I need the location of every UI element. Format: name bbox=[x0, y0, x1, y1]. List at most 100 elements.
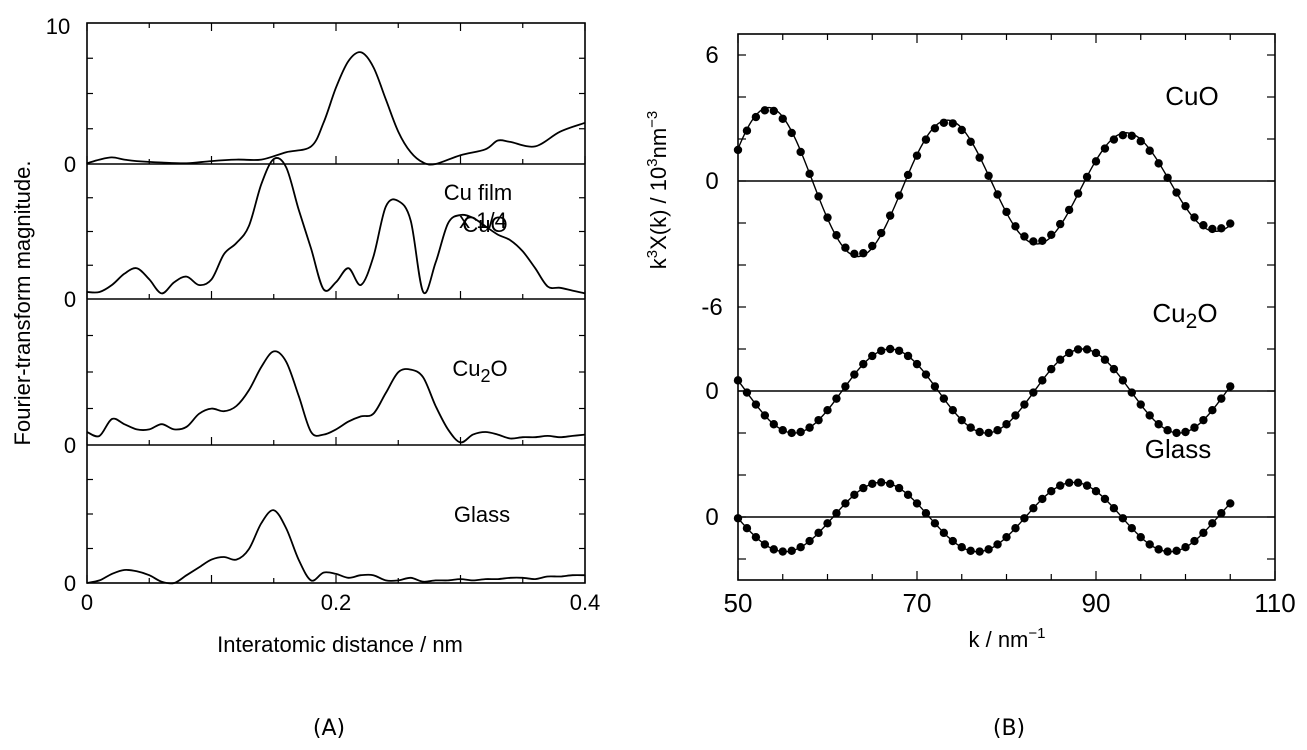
panel-b-data-point-glass bbox=[814, 528, 823, 538]
panel-b-x-tick-labels: 50 70 90 110 bbox=[724, 588, 1296, 618]
panel-b-data-point-glass bbox=[984, 545, 993, 554]
panel-b-data-point-cu2o bbox=[850, 370, 859, 379]
panel-a-series-name-subscript: 2 bbox=[480, 366, 490, 386]
axis-label-text: k / nm bbox=[968, 627, 1028, 652]
panel-b-data-point-glass bbox=[1190, 536, 1199, 546]
panel-b-data-point-glass bbox=[939, 528, 949, 538]
panel-b-data-point-cuo bbox=[948, 119, 957, 128]
axis-label-superscript: 3 bbox=[644, 250, 661, 258]
panel-a-curve-glass bbox=[86, 509, 586, 585]
panel-b-data-point-glass bbox=[975, 547, 984, 556]
panel-b-data-point-glass bbox=[841, 499, 850, 508]
panel-a-x-axis-label: Interatomic distance / nm bbox=[217, 632, 463, 657]
panel-b-data-point-cu2o bbox=[1029, 388, 1038, 397]
panel-b-data-point-glass bbox=[832, 509, 841, 518]
panel-b-data-point-cu2o bbox=[1145, 411, 1154, 420]
panel-b-data-point-cu2o bbox=[1082, 345, 1092, 354]
panel-b-data-point-cu2o bbox=[1020, 400, 1029, 409]
panel-b-data-point-glass bbox=[1118, 514, 1128, 523]
panel-b-data-point-glass bbox=[1073, 478, 1083, 487]
panel-b-data-point-cu2o bbox=[1056, 355, 1065, 364]
panel-b-data-point-cuo bbox=[742, 126, 752, 135]
axis-label-superscript: −3 bbox=[644, 111, 661, 128]
panel-a-baseline-label: 0 bbox=[64, 433, 76, 458]
panel-a-series-name: Cu2O bbox=[452, 356, 507, 386]
panel-b-data-point-glass bbox=[733, 514, 743, 523]
panel-b-data-point-cu2o bbox=[930, 382, 940, 391]
axis-label-text: nm bbox=[646, 128, 671, 159]
panel-b-data-point-cu2o bbox=[993, 426, 1002, 435]
panel-b-series-name-tail: O bbox=[1197, 298, 1217, 328]
panel-b-data-point-glass bbox=[1091, 486, 1101, 496]
panel-b-data-point-cuo bbox=[957, 125, 966, 135]
panel-b-data-point-cu2o bbox=[805, 423, 814, 432]
panel-b-data-point-cuo bbox=[850, 249, 859, 259]
panel-b-data-point-cuo bbox=[1118, 131, 1128, 140]
panel-b-data-point-cuo bbox=[805, 169, 814, 179]
panel-b-data-point-glass bbox=[894, 483, 904, 493]
panel-b-data-point-cuo bbox=[1136, 137, 1145, 146]
panel-b-data-point-cuo bbox=[1091, 157, 1101, 166]
panel-b-x-tick-label: 70 bbox=[903, 588, 932, 618]
panel-b-data-point-cu2o bbox=[751, 400, 761, 409]
panel-b-data-point-cu2o bbox=[1226, 382, 1235, 391]
panel-b-data-point-glass bbox=[912, 499, 922, 508]
panel-b-data-point-cu2o bbox=[912, 359, 922, 369]
panel-b-data-point-glass bbox=[850, 490, 859, 500]
panel-a-series-name-line2: x 1/4 bbox=[459, 208, 507, 233]
panel-b-data-point-cu2o bbox=[948, 406, 957, 415]
panel-b-data-point-cu2o bbox=[1109, 364, 1119, 374]
panel-b-data-point-glass bbox=[930, 519, 940, 528]
panel-b-data-point-cuo bbox=[787, 128, 796, 138]
panel-b-data-point-cu2o bbox=[903, 351, 913, 361]
panel-b-data-point-glass bbox=[1020, 514, 1029, 523]
panel-b-data-point-cu2o bbox=[1047, 364, 1056, 374]
panel-b-data-point-cu2o bbox=[859, 359, 868, 369]
panel-b-data-point-cu2o bbox=[823, 406, 832, 415]
panel-b-series-name-subscript: 2 bbox=[1186, 310, 1198, 333]
panel-b-data-point-cuo bbox=[984, 171, 993, 181]
panel-b-data-point-glass bbox=[1127, 523, 1137, 533]
panel-b-data-point-cuo bbox=[903, 170, 913, 180]
panel-b-data-point-cu2o bbox=[957, 415, 966, 425]
panel-a-baseline-label: 0 bbox=[64, 287, 76, 312]
panel-b-data-point-glass bbox=[1181, 543, 1190, 552]
panel-a-y-top-label: 10 bbox=[46, 14, 70, 39]
panel-b-data-point-cuo bbox=[1172, 188, 1181, 197]
panel-b-data-point-cuo bbox=[1038, 236, 1047, 245]
panel-a-baseline-labels: 0 0 0 0 bbox=[64, 152, 76, 596]
panel-a-x-tick-label: 0.4 bbox=[570, 590, 601, 615]
axis-label-text: k bbox=[646, 257, 671, 269]
panel-b-data-point-cu2o bbox=[1127, 388, 1137, 397]
panel-b-data-point-glass bbox=[1163, 547, 1172, 556]
panel-b-data-point-cu2o bbox=[778, 426, 787, 435]
panel-b-fit-curve-cuo bbox=[737, 106, 1231, 258]
panel-b-data-point-cuo bbox=[1226, 219, 1235, 228]
panel-b-data-point-glass bbox=[751, 532, 761, 542]
panel-b-data-point-cuo bbox=[1109, 135, 1119, 144]
panel-b-y-tick-label: 0 bbox=[705, 168, 718, 195]
panel-b-data-point-cuo bbox=[885, 211, 895, 220]
panel-b-caption: (B) bbox=[993, 716, 1025, 741]
panel-b-data-point-glass bbox=[957, 543, 966, 552]
panel-b-data-point-glass bbox=[1011, 523, 1020, 533]
panel-b-data-point-cuo bbox=[1064, 205, 1074, 215]
panel-b-data-point-cuo bbox=[1181, 201, 1190, 211]
panel-a-series-name: Cu film bbox=[444, 180, 512, 205]
panel-b-data-point-glass bbox=[1038, 494, 1047, 504]
panel-b-data-point-cuo bbox=[841, 243, 850, 252]
panel-b-data-point-cuo bbox=[1002, 207, 1011, 217]
panel-b-data-point-glass bbox=[823, 519, 832, 528]
panel-b-data-point-glass bbox=[1100, 494, 1110, 504]
panel-a-x-tick-label: 0.2 bbox=[321, 590, 352, 615]
panel-b-data-point-cuo bbox=[1163, 173, 1172, 182]
panel-b-data-point-cu2o bbox=[939, 394, 949, 403]
panel-a-curve-cuo bbox=[86, 157, 586, 295]
panel-b-axis-ticks bbox=[737, 34, 1276, 580]
panel-b-data-point-cuo bbox=[912, 151, 922, 160]
panel-b-data-point-glass bbox=[760, 540, 770, 549]
panel-b-x-tick-label: 90 bbox=[1082, 588, 1111, 618]
panel-b-data-point-glass bbox=[859, 483, 868, 493]
panel-b-data-point-cuo bbox=[939, 118, 949, 127]
